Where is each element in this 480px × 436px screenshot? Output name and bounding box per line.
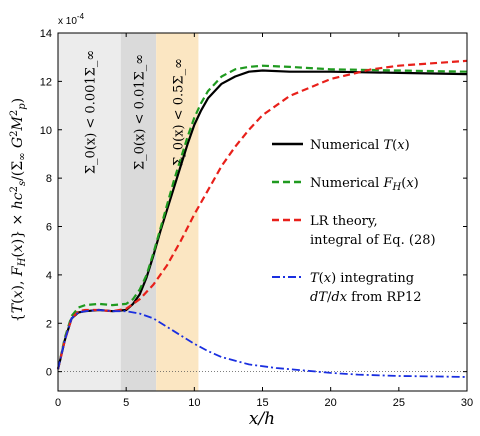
legend-entry-numerical-t: Numerical T(x) xyxy=(272,138,410,153)
x-axis-label: x/h xyxy=(249,409,275,429)
legend-label-lr-theory-line2: integral of Eq. (28) xyxy=(310,233,436,248)
y-tick-label: 12 xyxy=(40,76,52,88)
series-lines xyxy=(56,59,468,378)
x-tick-label: 10 xyxy=(188,397,200,409)
legend-entry-lr-theory: LR theory, integral of Eq. (28) xyxy=(272,214,436,248)
band-1 xyxy=(120,33,157,391)
legend: Numerical T(x) Numerical FH(x) LR theory… xyxy=(272,138,436,305)
legend-label-rp12-line2: dT/dx from RP12 xyxy=(310,290,422,305)
x-tick-label: 5 xyxy=(123,397,129,409)
legend-label-numerical-t: Numerical T(x) xyxy=(310,138,410,153)
legend-entry-numerical-fh: Numerical FH(x) xyxy=(272,176,419,193)
band-label-0: Σ_0(x) < 0.001Σ_∞ xyxy=(83,50,98,174)
y-tick-label: 6 xyxy=(46,222,52,234)
y-exponent-label: x 10-4 xyxy=(58,12,85,27)
y-tick-label: 10 xyxy=(40,125,52,137)
x-tick-label: 30 xyxy=(461,397,473,409)
legend-label-rp12-line1: T(x) integrating xyxy=(310,271,414,286)
x-tick-label: 20 xyxy=(325,397,337,409)
x-tick-label: 0 xyxy=(55,397,61,409)
band-2 xyxy=(156,33,199,391)
band-label-1: Σ_0(x) < 0.01Σ_∞ xyxy=(132,54,147,170)
x-tick-label: 25 xyxy=(393,397,405,409)
series-line-3 xyxy=(57,309,468,378)
y-tick-label: 14 xyxy=(40,28,52,40)
axis-ticks: 0 5 10 15 20 25 30 0 2 4 6 8 10 12 14 xyxy=(40,28,473,409)
y-tick-label: 8 xyxy=(46,173,52,185)
series-line-1 xyxy=(56,64,468,370)
y-tick-label: 0 xyxy=(46,367,52,379)
legend-label-numerical-fh: Numerical FH(x) xyxy=(310,176,419,193)
x-tick-label: 15 xyxy=(256,397,268,409)
legend-entry-rp12: T(x) integrating dT/dx from RP12 xyxy=(272,271,422,305)
y-tick-label: 2 xyxy=(46,318,52,330)
band-label-2: Σ_0(x) < 0.5Σ_∞ xyxy=(171,58,186,166)
band-labels: Σ_0(x) < 0.001Σ_∞ Σ_0(x) < 0.01Σ_∞ Σ_0(x) … xyxy=(83,50,186,174)
y-axis-label: {T(x), FH(x)} × hc2s/(Σ∞ G2M2p) xyxy=(9,98,28,322)
series-line-2 xyxy=(56,59,468,370)
y-tick-label: 4 xyxy=(46,270,52,282)
legend-label-lr-theory-line1: LR theory, xyxy=(310,214,378,229)
